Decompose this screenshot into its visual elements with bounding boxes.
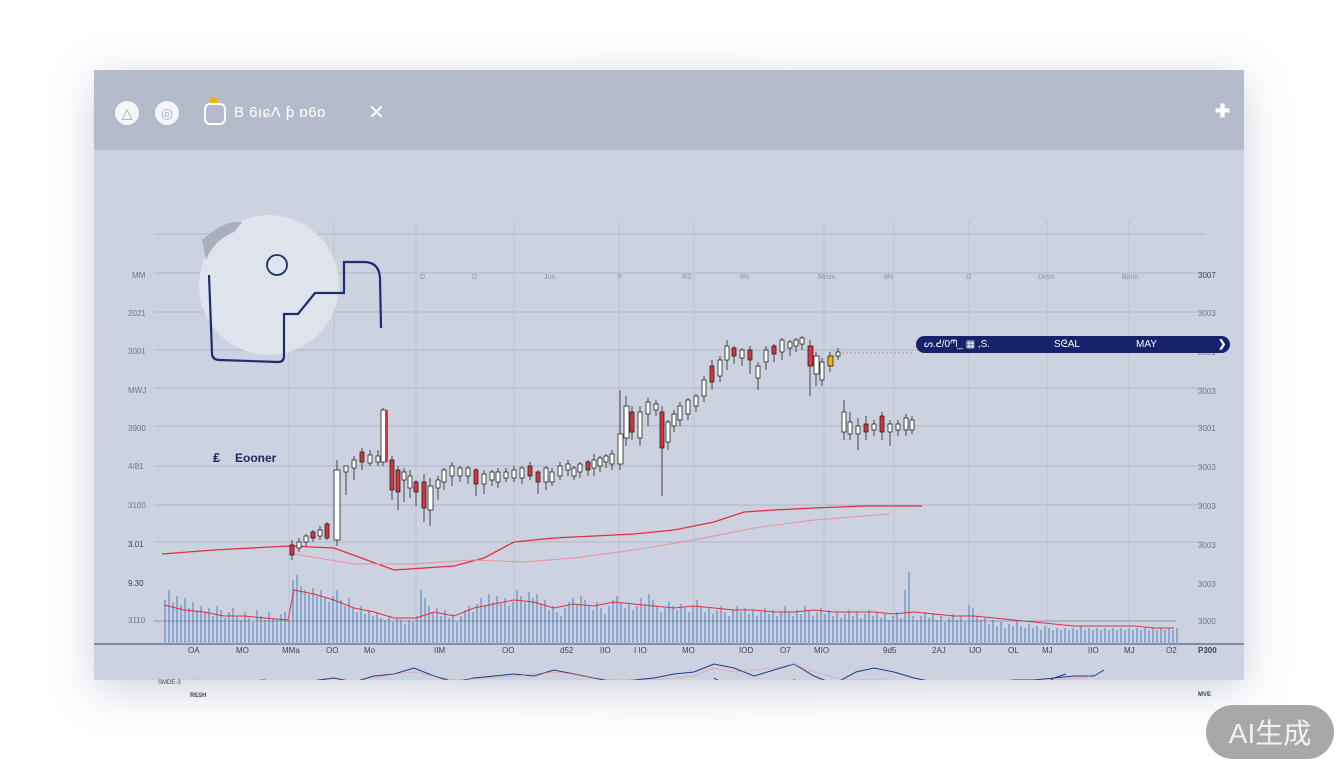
right-axis-tick: 3003 (1198, 580, 1216, 589)
right-axis-tick: 3003 (1198, 463, 1216, 472)
x-axis-tick: IIM (434, 646, 446, 655)
info-banner[interactable]: ᔕ.ᕍ/0ᘉ_ ▦ ,S. SᘓAL MAY ❯ (916, 336, 1230, 353)
top-axis-tick: Bmm (1122, 274, 1139, 281)
add-icon[interactable]: ✚ (1215, 101, 1231, 121)
x-axis-tick: Mo (364, 646, 376, 655)
top-axis-tick: D (472, 274, 478, 281)
currency-icon: ₤ (213, 450, 221, 465)
right-axis-tick: 3000 (1198, 617, 1216, 626)
legend-label: Eooner (235, 451, 277, 465)
top-axis-tick: Mmm (818, 274, 836, 281)
right-axis-tick: 3003 (1198, 502, 1216, 511)
x-axis-tick: MMa (282, 646, 300, 655)
left-axis-tick: 4/81 (128, 462, 144, 471)
left-axis-tick: 3.01 (128, 540, 144, 549)
indicator-label: SMDE-3 (158, 680, 181, 686)
x-axis-tick: I IO (634, 646, 647, 655)
x-axis-tick: MO (236, 646, 249, 655)
title-bar: △ ◎ B 6ıɕɅ ƥ ɒ6ɒ ✕ ✚ (94, 70, 1244, 150)
banner-segment: SᘓAL (1054, 339, 1080, 350)
chart-area[interactable]: MM 2021 3001 MWJ 3900 4/81 3100 3.01 9.3… (94, 150, 1244, 699)
top-axis-tick: RS (682, 274, 692, 281)
x-axis-tick: OO (502, 646, 515, 655)
x-axis-tick: MJ (1042, 646, 1053, 655)
top-axis-tick: 9N (740, 274, 749, 281)
left-axis-tick: 3900 (128, 424, 146, 433)
indicator-label: MVE (1198, 692, 1212, 698)
x-axis-tick: d52 (560, 646, 574, 655)
app-window: △ ◎ B 6ıɕɅ ƥ ɒ6ɒ ✕ ✚ (94, 70, 1244, 699)
top-axis-tick: D (420, 274, 426, 281)
right-axis-tick: 3007 (1198, 271, 1216, 280)
ai-generated-badge: AI生成 (1206, 705, 1334, 759)
x-axis-tick: MIO (814, 646, 830, 655)
right-axis-tick: 3001 (1198, 424, 1216, 433)
top-axis-tick: 8N (884, 274, 893, 281)
left-axis-tick: 2021 (128, 309, 146, 318)
x-axis-tick: P300 (1198, 646, 1217, 655)
x-axis-tick: OA (188, 646, 200, 655)
brand-logo-icon (199, 215, 383, 364)
left-axis-tick: 3001 (128, 347, 146, 356)
banner-segment: ᔕ.ᕍ/0ᘉ_ ▦ ,S. (924, 339, 991, 350)
x-axis-tick: 9d5 (883, 646, 897, 655)
top-axis-tick: Dmm (1038, 274, 1055, 281)
triangle-logo-icon[interactable]: △ (115, 101, 139, 125)
left-axis-tick: 3110 (128, 616, 146, 625)
x-axis-tick: IOD (739, 646, 754, 655)
x-axis-tick: OL (1008, 646, 1019, 655)
window-title: B 6ıɕɅ ƥ ɒ6ɒ (234, 104, 326, 121)
x-axis-tick: OO (326, 646, 339, 655)
left-axis-tick: MWJ (128, 386, 147, 395)
right-axis-tick: 3003 (1198, 387, 1216, 396)
x-axis-tick: IJO (969, 646, 982, 655)
close-icon[interactable]: ✕ (368, 102, 385, 124)
x-axis-tick: O2 (1166, 646, 1177, 655)
chevron-right-icon[interactable]: ❯ (1218, 339, 1227, 350)
refresh-icon[interactable]: ◎ (155, 101, 179, 125)
right-axis-tick: 3003 (1198, 309, 1216, 318)
left-axis-tick: MM (132, 271, 146, 280)
x-axis-tick: MJ (1124, 646, 1135, 655)
x-axis-tick: MO (682, 646, 695, 655)
left-axis-tick: 9.30 (128, 579, 144, 588)
robot-antenna-icon (210, 97, 217, 104)
banner-segment: MAY (1136, 339, 1157, 350)
top-axis-tick: Jun (544, 274, 556, 281)
right-axis-tick: 3003 (1198, 541, 1216, 550)
x-axis-tick: IIO (600, 646, 611, 655)
top-axis-tick: O (966, 274, 972, 281)
x-axis-tick: IIO (1088, 646, 1099, 655)
x-axis-tick: 2AJ (932, 646, 946, 655)
robot-icon (204, 103, 226, 125)
x-axis-tick: O7 (780, 646, 791, 655)
indicator-label: RᏋSH (190, 693, 207, 699)
top-axis-tick: F (618, 274, 623, 281)
left-axis-tick: 3100 (128, 501, 146, 510)
